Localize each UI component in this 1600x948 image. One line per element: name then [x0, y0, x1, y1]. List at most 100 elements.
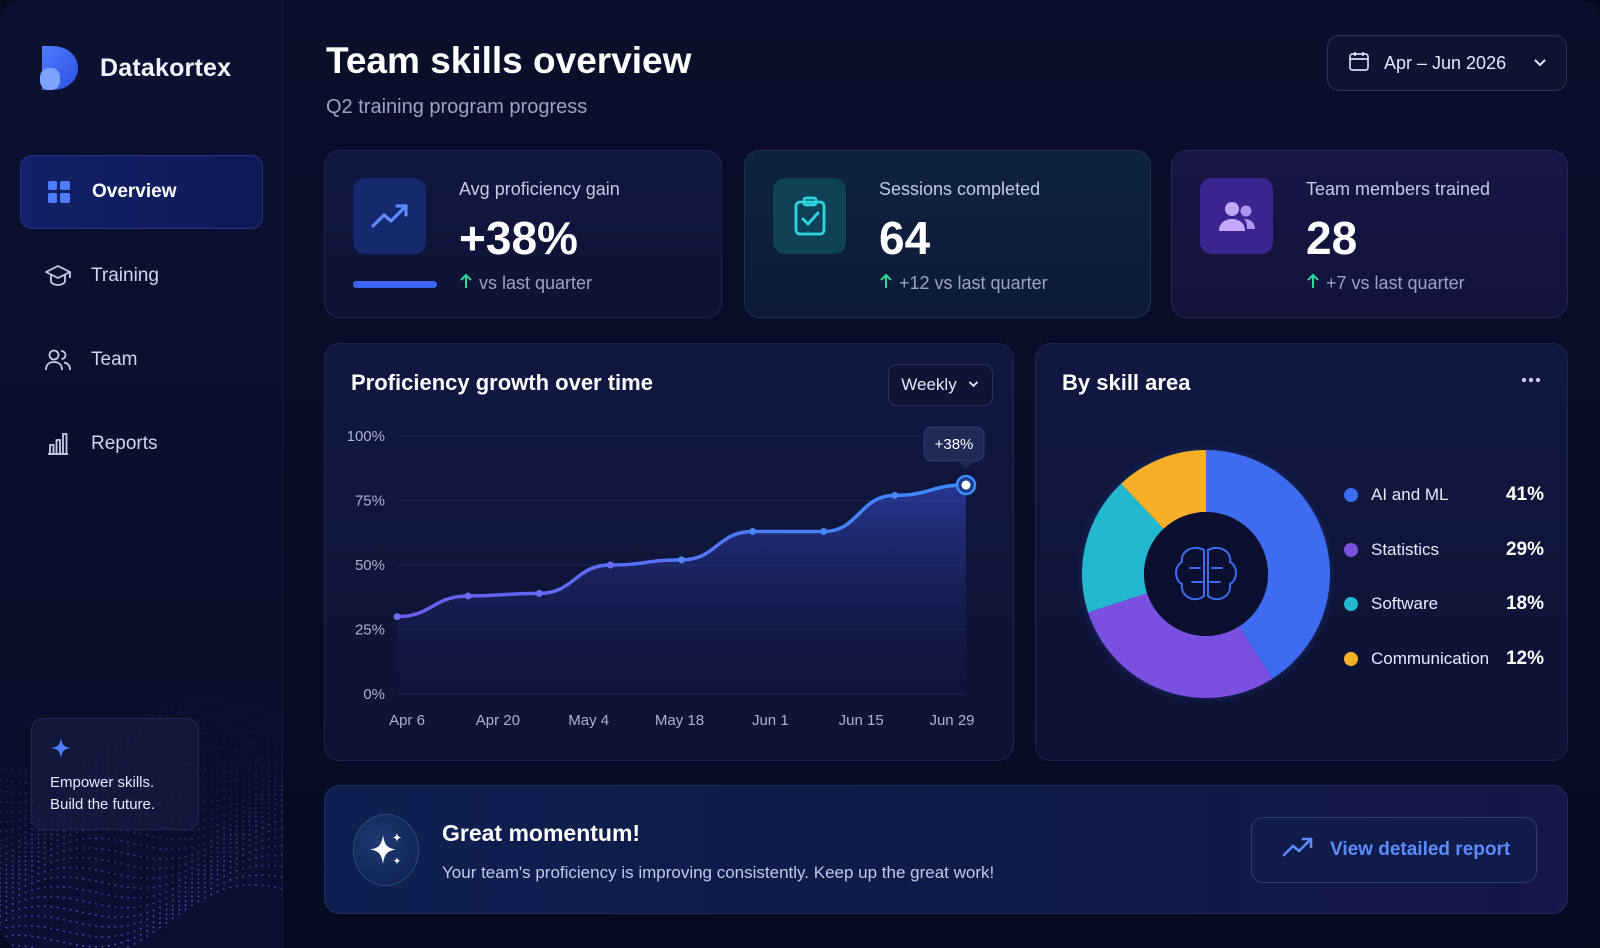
sidebar-item-reports[interactable]: Reports — [20, 407, 263, 481]
sidebar-item-label: Team — [91, 349, 138, 370]
growth-chart-card: Proficiency growth over time Weekly 0% 25… — [324, 343, 1014, 761]
period-select-value: Weekly — [901, 375, 957, 394]
x-tick-label: Jun 15 — [839, 712, 884, 729]
skill-donut-chart — [1082, 450, 1330, 698]
data-point — [961, 480, 971, 490]
legend-label: Communication — [1371, 648, 1490, 668]
stat-label: Sessions completed — [879, 179, 1041, 199]
x-tick-label: Jun 1 — [752, 712, 789, 729]
stat-delta-text: +7 vs last quarter — [1326, 273, 1465, 293]
legend-item: Communication 12% — [1344, 632, 1544, 687]
sidebar-item-team[interactable]: Team — [20, 323, 263, 397]
stat-value: 64 — [879, 212, 931, 264]
legend-value: 41% — [1505, 484, 1544, 506]
users-icon — [1200, 178, 1273, 254]
trend-up-icon — [1282, 835, 1314, 865]
x-tick-label: May 18 — [655, 712, 704, 729]
data-point — [678, 556, 685, 564]
promo-card: Empower skills. Build the future. — [31, 718, 199, 830]
data-point — [535, 589, 543, 597]
stat-card-proficiency: Avg proficiency gain +38% vs last quarte… — [324, 150, 722, 318]
sidebar-item-overview[interactable]: Overview — [20, 155, 263, 229]
donut-slice — [1088, 593, 1273, 698]
data-point — [749, 527, 757, 535]
growth-chart-title: Proficiency growth over time — [351, 370, 653, 395]
donut-slice — [1121, 450, 1206, 529]
data-point — [393, 613, 401, 621]
more-options-icon[interactable] — [1521, 370, 1541, 388]
sidebar: Datakortex Overview Training Team — [0, 0, 283, 948]
arrow-up-icon — [879, 273, 893, 294]
banner-text: Your team's proficiency is improving con… — [442, 863, 995, 882]
legend-item: Statistics 29% — [1344, 523, 1544, 578]
x-tick-label: May 4 — [568, 712, 609, 729]
sparkle-icon — [50, 738, 72, 763]
graduation-cap-icon — [45, 263, 71, 289]
brain-icon — [1175, 546, 1237, 601]
legend-swatch — [1344, 651, 1358, 666]
promo-text: Empower skills. Build the future. — [50, 772, 180, 816]
brand-logo-icon — [38, 44, 80, 92]
period-select[interactable]: Weekly — [888, 364, 993, 406]
donut-center — [1144, 512, 1268, 636]
bar-chart-icon — [45, 431, 71, 457]
date-range-picker[interactable]: Apr – Jun 2026 — [1327, 35, 1567, 91]
stat-value: +38% — [459, 212, 578, 264]
y-tick-label: 100% — [347, 428, 385, 445]
chevron-down-icon — [1532, 54, 1548, 75]
brand-name: Datakortex — [100, 53, 232, 82]
page-subtitle: Q2 training program progress — [326, 96, 588, 118]
legend-item: Software 18% — [1344, 577, 1544, 632]
sidebar-nav: Overview Training Team Reports — [20, 155, 263, 491]
donut-slice — [1206, 450, 1330, 679]
momentum-banner: Great momentum! Your team's proficiency … — [324, 785, 1568, 914]
banner-title: Great momentum! — [442, 820, 641, 846]
legend-label: Statistics — [1371, 539, 1440, 559]
y-tick-label: 25% — [355, 622, 385, 639]
brand[interactable]: Datakortex — [38, 44, 231, 92]
growth-chart-plot: 0% 25% 50% 75% 100% Apr 6 Apr 20 May 4 May 18 Jun… — [347, 426, 985, 729]
stat-value: 28 — [1306, 212, 1358, 264]
sidebar-item-label: Overview — [92, 181, 177, 202]
callout-pointer — [958, 461, 974, 470]
legend-swatch — [1344, 597, 1358, 612]
legend-label: Software — [1371, 594, 1439, 614]
value-callout — [923, 426, 985, 462]
stat-delta: +7 vs last quarter — [1306, 273, 1465, 294]
legend-label: AI and ML — [1371, 485, 1449, 505]
donut-slice — [1082, 483, 1164, 613]
grid-icon — [46, 179, 72, 205]
clipboard-check-icon — [773, 178, 846, 254]
sidebar-item-label: Training — [91, 265, 159, 286]
sidebar-item-label: Reports — [91, 433, 158, 454]
data-point — [606, 561, 614, 569]
legend-value: 18% — [1505, 593, 1544, 615]
view-detailed-report-button[interactable]: View detailed report — [1251, 817, 1537, 883]
chevron-down-icon — [967, 375, 980, 395]
sparkle-icon — [353, 814, 419, 886]
stat-label: Team members trained — [1306, 179, 1491, 199]
progress-accent-bar — [353, 281, 437, 288]
promo-line-1: Empower skills. — [50, 774, 155, 791]
stat-delta: +12 vs last quarter — [879, 273, 1048, 294]
stat-delta-text: +12 vs last quarter — [899, 273, 1048, 293]
x-tick-label: Jun 29 — [929, 712, 974, 729]
data-point — [891, 491, 899, 499]
date-range-value: Apr – Jun 2026 — [1384, 52, 1507, 73]
stat-card-members: Team members trained 28 +7 vs last quart… — [1171, 150, 1568, 318]
stat-delta: vs last quarter — [459, 273, 592, 294]
users-icon — [45, 347, 71, 373]
y-tick-label: 0% — [363, 686, 385, 703]
legend-swatch — [1344, 542, 1358, 557]
y-tick-label: 75% — [355, 493, 385, 510]
report-button-label: View detailed report — [1330, 839, 1511, 860]
skill-legend: AI and ML 41% Statistics 29% Software 18% Comm… — [1344, 468, 1544, 686]
y-tick-label: 50% — [355, 557, 385, 574]
x-tick-label: Apr 6 — [389, 712, 425, 729]
data-point — [464, 592, 472, 600]
sidebar-item-training[interactable]: Training — [20, 239, 263, 313]
legend-value: 12% — [1505, 647, 1544, 669]
page-title: Team skills overview — [326, 40, 692, 81]
callout-label: +38% — [935, 436, 974, 453]
